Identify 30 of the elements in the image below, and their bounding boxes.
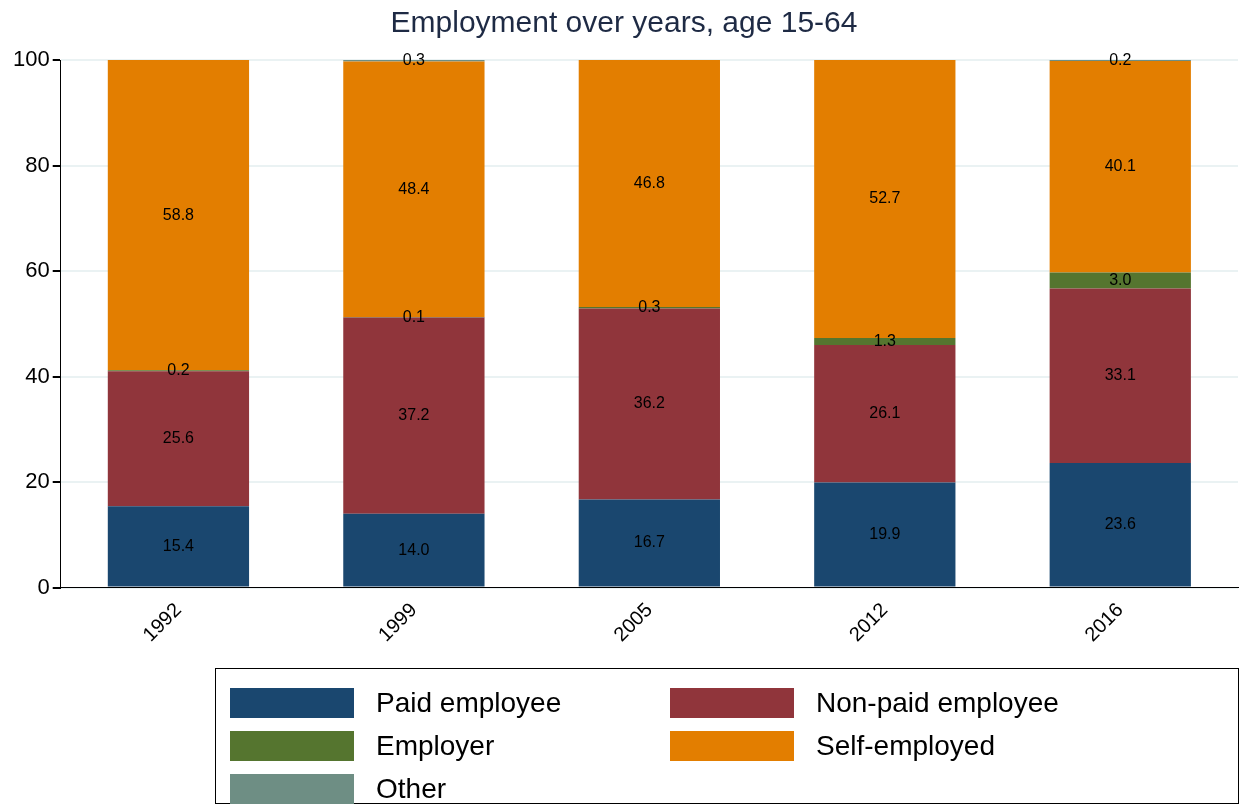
legend-label: Employer <box>376 729 495 762</box>
legend-label: Paid employee <box>376 686 562 719</box>
chart-title: Employment over years, age 15-64 <box>390 5 858 39</box>
y-tick-label: 80 <box>25 151 50 177</box>
legend-label: Self-employed <box>816 729 995 762</box>
data-label: 48.4 <box>398 179 430 197</box>
data-label: 33.1 <box>1104 366 1136 384</box>
y-tick-label: 60 <box>25 257 50 283</box>
y-tick-label: 20 <box>25 468 50 494</box>
y-tick-label: 0 <box>37 573 50 599</box>
legend-label: Other <box>376 772 447 805</box>
data-label: 52.7 <box>869 189 901 207</box>
data-label: 25.6 <box>162 429 195 447</box>
data-label: 19.9 <box>869 524 901 542</box>
data-label: 3.0 <box>1109 270 1132 288</box>
data-label: 37.2 <box>398 405 430 423</box>
data-label: 40.1 <box>1104 157 1136 175</box>
data-label: 0.2 <box>167 361 190 379</box>
legend-label: Non-paid employee <box>816 686 1059 719</box>
data-label: 46.8 <box>633 173 666 191</box>
data-label: 26.1 <box>869 404 901 422</box>
y-tick-label: 40 <box>25 362 50 388</box>
data-label: 58.8 <box>162 205 195 223</box>
data-label: 36.2 <box>633 394 666 412</box>
data-label: 0.1 <box>402 307 426 325</box>
y-tick-label: 100 <box>12 46 50 72</box>
data-label: 14.0 <box>398 540 430 558</box>
data-label: 15.4 <box>162 536 195 554</box>
data-label: 16.7 <box>633 533 666 551</box>
data-label: 23.6 <box>1104 515 1136 533</box>
